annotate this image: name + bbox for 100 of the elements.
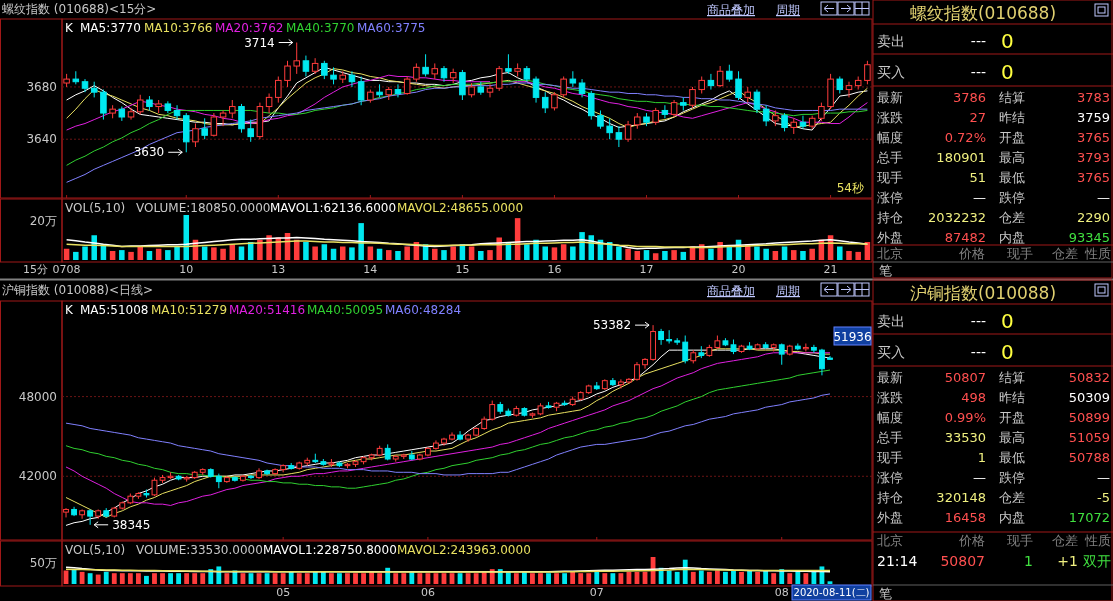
annotation: 38345 [112,517,151,532]
text: 50万 [29,556,57,570]
text: 昨结 [999,110,1025,125]
text: 3765 [1076,130,1110,145]
text: MA20:51416 [229,303,306,317]
x-tick-label: 21 [823,263,838,276]
text: 仓差 [999,490,1025,505]
text: 16458 [944,510,986,525]
text: 跌停 [999,190,1025,205]
text: 0 [1001,309,1014,333]
text: 外盘 [877,510,903,525]
series-label: MAVOL2:243963.0000 [397,543,531,557]
text: 笔 [879,263,892,278]
text: --- [970,344,986,360]
y-tick-label: 3640 [26,132,57,147]
x-tick-label: 17 [639,263,654,276]
text: 卖出 [877,33,905,49]
text: 最高 [999,430,1025,445]
text: — [973,470,986,485]
text: MA40:3770 [286,21,355,35]
text: 1 [977,450,986,465]
text: --- [970,33,986,49]
text: 昨结 [999,390,1025,405]
text: 180901 [936,150,986,165]
x-tick-label: 08 [774,586,789,599]
chart-title: 沪铜指数 (010088)<日线> [2,283,154,297]
text: 内盘 [999,230,1025,245]
text: MA10:3766 [144,21,213,35]
text: 0 [1001,60,1014,84]
x-tick-label: 15 [455,263,470,276]
text: 涨停 [877,470,903,485]
text: 现手 [877,450,903,465]
annotation: 3630 [133,145,165,160]
series-label: VOLUME:33530.0000 [136,543,263,557]
text: 外盘 [877,230,903,245]
x-tick-label: 13 [271,263,286,276]
text: 33530 [944,430,986,445]
text: 3783 [1076,90,1110,105]
text: 21:14 [877,553,918,569]
chart-title: VOL(5,10) [65,543,126,557]
text: 结算 [999,370,1025,385]
text: 51059 [1068,430,1110,445]
text: 50309 [1068,390,1110,405]
text: 现手 [1007,246,1033,261]
text: 内盘 [999,510,1025,525]
text: 开盘 [999,410,1025,425]
y-tick-label: 3680 [26,79,57,94]
x-tick-label: 10 [179,263,194,276]
annotation: K [65,303,74,317]
text: MA5:51008 [80,303,149,317]
text: 2290 [1076,210,1110,225]
text: --- [970,313,986,329]
text: 50899 [1068,410,1110,425]
text: 幅度 [877,410,903,425]
text: 3786 [952,90,986,105]
annotation: 54秒 [836,181,864,195]
text: 结算 [999,90,1025,105]
text: MA5:3770 [80,21,141,35]
text: 价格 [958,246,985,261]
text: 17072 [1068,510,1110,525]
text: 持仓 [877,210,903,225]
text: 0 [1001,340,1014,364]
text: 周期 [776,3,800,17]
text: 20万 [29,214,57,228]
text: 最低 [999,450,1025,465]
text: MA60:48284 [385,303,462,317]
text: 跌停 [999,470,1025,485]
text: 开盘 [999,130,1025,145]
x-tick-label: 05 [276,586,291,599]
text: 3793 [1076,150,1110,165]
text: 3765 [1076,170,1110,185]
text: MA60:3775 [357,21,426,35]
text: — [973,190,986,205]
text: MA20:3762 [215,21,284,35]
x-tick-label: 14 [363,263,378,276]
series-label: MAVOL1:62136.6000 [270,201,397,215]
text: 498 [961,390,986,405]
x-tick-label: 0708 [52,263,81,276]
text: — [1097,470,1110,485]
x-tick-label: 06 [420,586,435,599]
text: 50832 [1068,370,1110,385]
text: MA10:51279 [151,303,228,317]
text: --- [970,64,986,80]
text: MAVOL2:48655.0000 [397,201,524,215]
chart-title: 螺纹指数 (010688)<15分> [2,2,157,16]
text: 2020-08-11(二) [793,587,870,598]
text: 0 [1001,29,1014,53]
text: 320148 [936,490,986,505]
y-tick-label: 48000 [18,389,57,404]
text: 买入 [877,344,905,360]
text: 北京 [877,246,903,261]
x-tick-label: 07 [589,586,604,599]
text: 商品叠加 [707,284,755,298]
text: 涨跌 [877,110,903,125]
text: 最新 [877,90,903,105]
text: 3759 [1076,110,1110,125]
text: 总手 [876,430,903,445]
text: 北京 [877,533,903,548]
annotation: K [65,21,74,35]
x-tick-label: 20 [731,263,746,276]
